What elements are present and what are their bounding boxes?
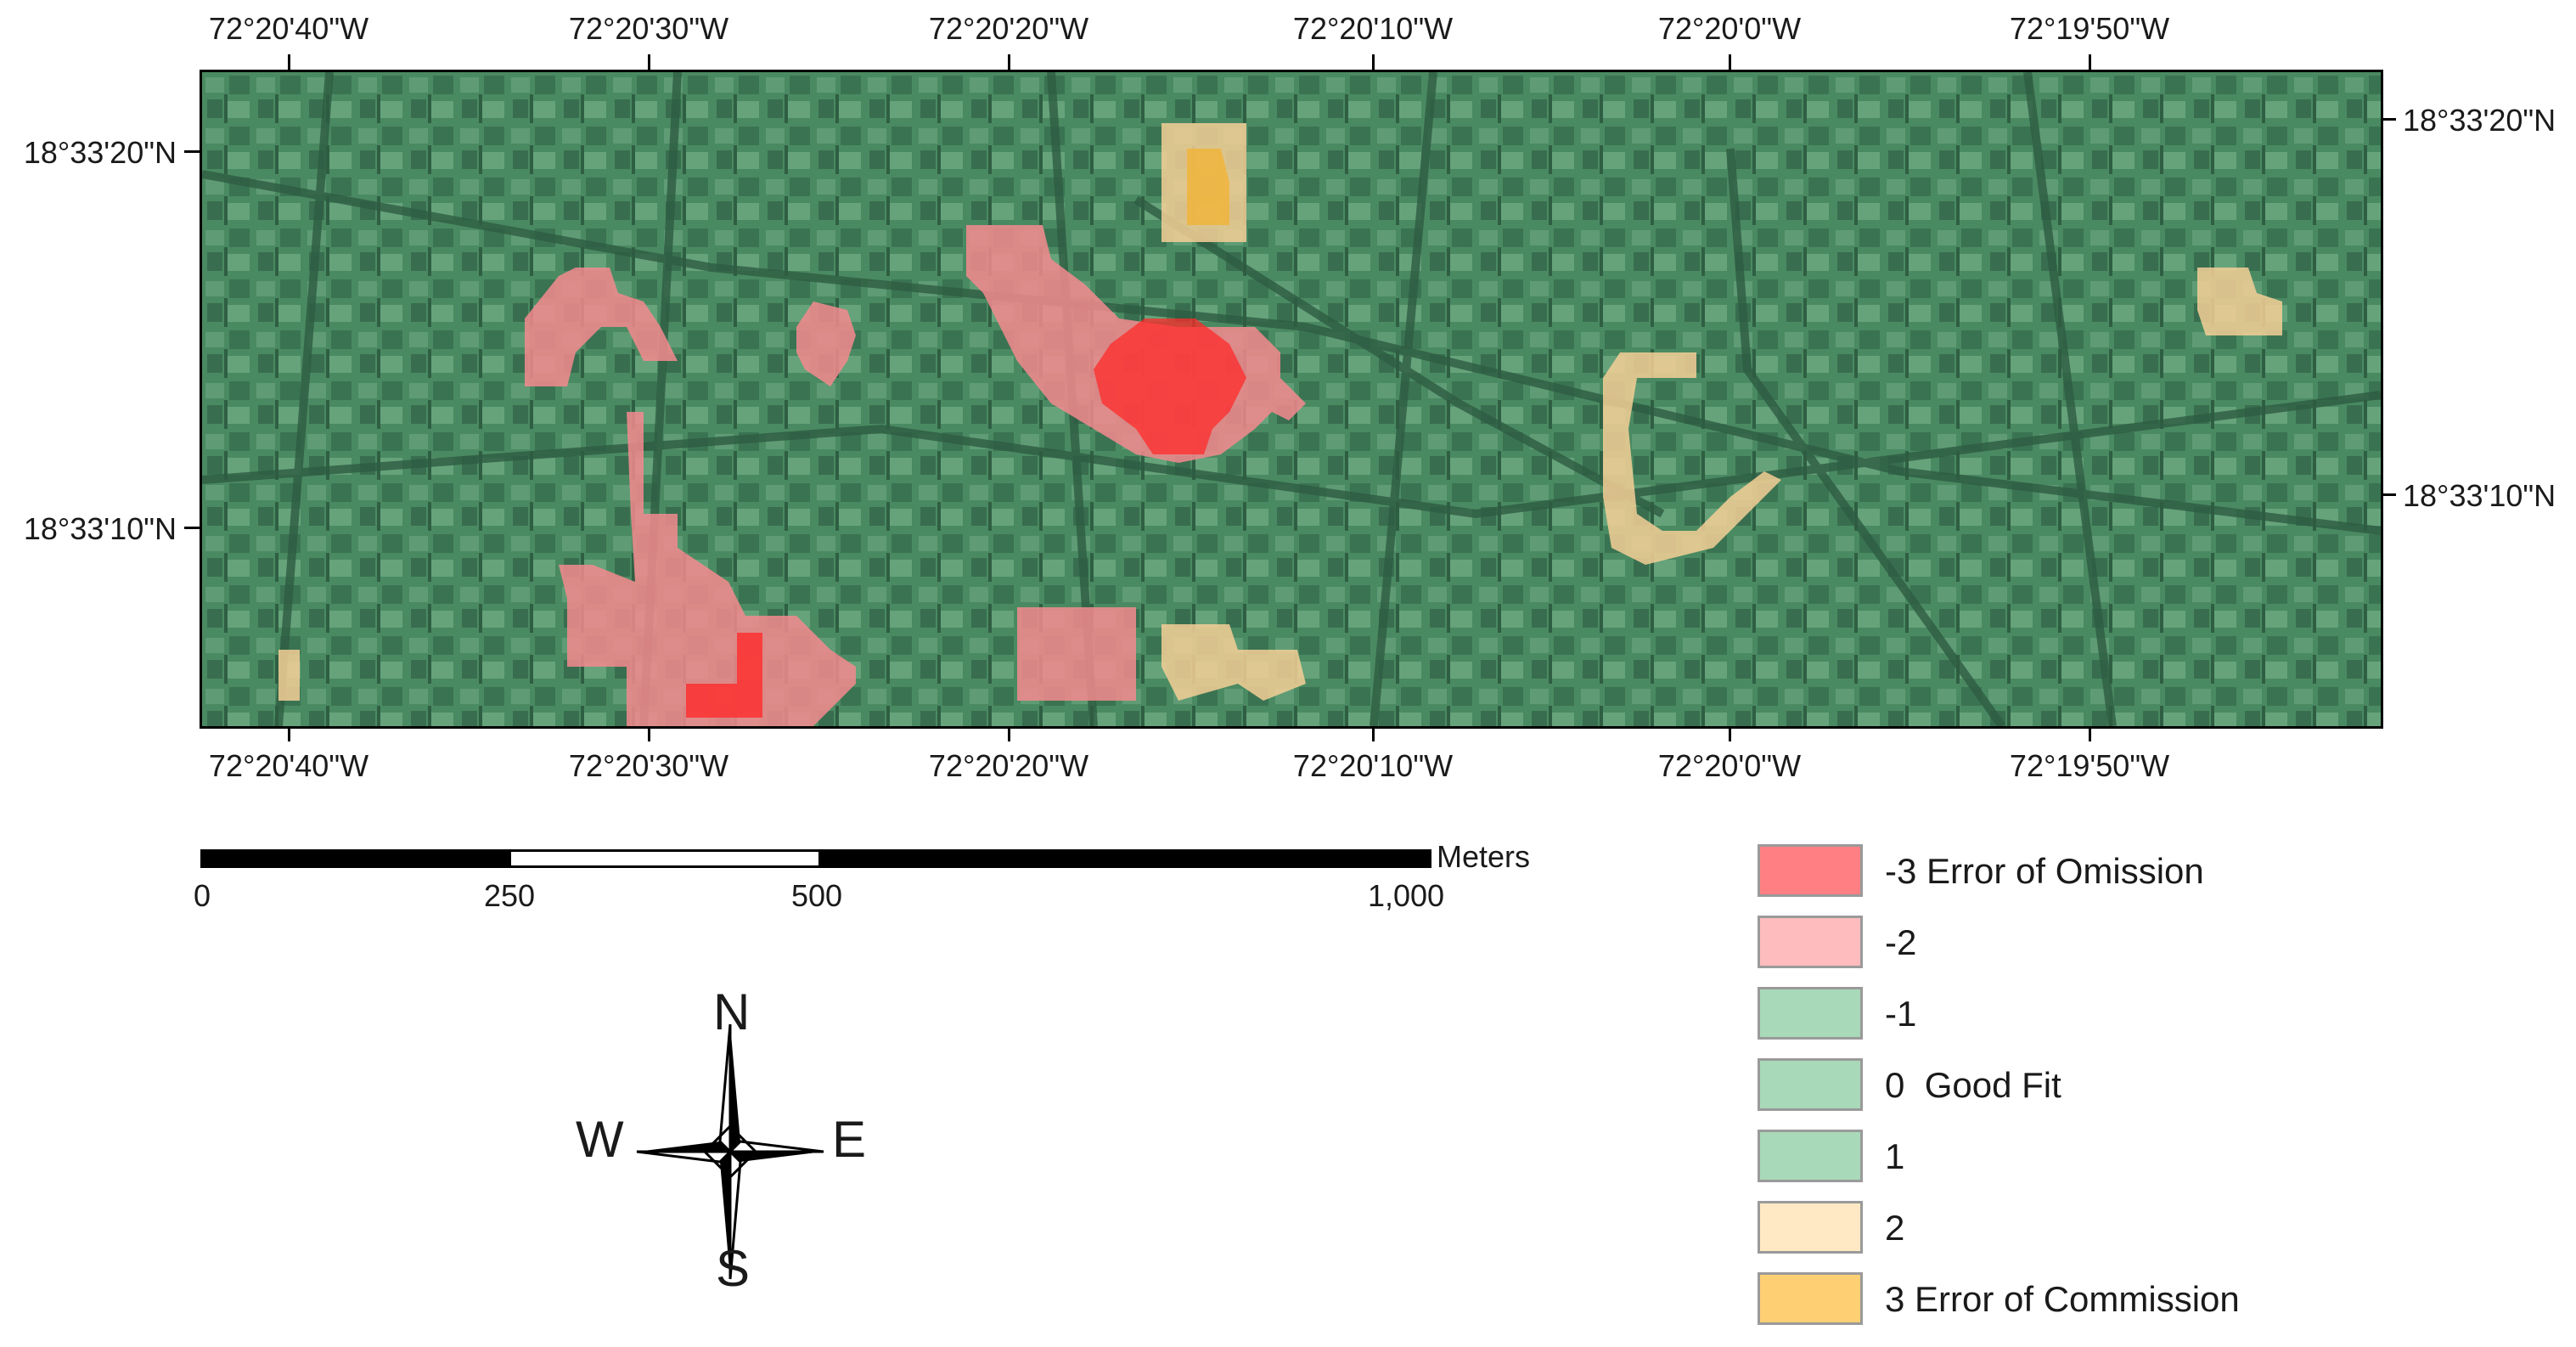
grid-tick (184, 527, 200, 529)
error-zone-minus2 (525, 268, 678, 386)
longitude-label-bottom: 72°20'40"W (208, 748, 369, 783)
compass-label-east: E (832, 1111, 867, 1168)
grid-tick (288, 726, 290, 741)
grid-tick (1008, 726, 1010, 741)
error-zone-plus2 (2197, 268, 2282, 335)
scale-bar-label: 0 (193, 878, 211, 913)
grid-tick (1372, 726, 1375, 741)
legend-item: 0 Good Fit (1758, 1055, 2352, 1114)
legend-label: 1 (1885, 1136, 1905, 1176)
legend-label: 2 (1885, 1208, 1905, 1248)
grid-tick (288, 54, 290, 70)
legend-label: -3 Error of Omission (1885, 851, 2204, 891)
legend-item: 1 (1758, 1126, 2352, 1186)
longitude-label-bottom: 72°20'20"W (928, 748, 1089, 783)
error-zone-plus2 (1603, 352, 1781, 565)
longitude-label-top: 72°20'10"W (1292, 11, 1454, 46)
compass-label-west: W (576, 1111, 624, 1168)
compass-rose-icon (636, 1023, 824, 1280)
error-zone-minus3 (686, 633, 762, 718)
legend-item: -2 (1758, 912, 2352, 972)
grid-tick (648, 54, 650, 70)
legend-item: 2 (1758, 1198, 2352, 1257)
longitude-label-top: 72°20'20"W (928, 11, 1089, 46)
legend-item: -1 (1758, 983, 2352, 1043)
grid-tick (1729, 54, 1731, 70)
road-network (202, 72, 2381, 726)
error-zone-plus2 (1161, 624, 1306, 701)
grid-tick (648, 726, 650, 741)
grid-tick (2089, 54, 2091, 70)
longitude-label-top: 72°19'50"W (2009, 11, 2170, 46)
legend-swatch (1758, 1201, 1863, 1254)
compass-label-north: N (713, 983, 751, 1040)
legend-swatch (1758, 1130, 1863, 1182)
error-zone-minus2 (796, 302, 856, 386)
error-overlay (278, 123, 2282, 726)
latitude-label-left: 18°33'10"N (23, 511, 177, 546)
scale-bar-label: 500 (790, 878, 843, 913)
scale-bar-segment (511, 852, 818, 865)
grid-tick (184, 150, 200, 153)
legend-swatch (1758, 1272, 1863, 1325)
legend-swatch (1758, 1058, 1863, 1111)
grid-tick (1729, 726, 1731, 741)
latitude-label-right: 18°33'10"N (2403, 478, 2556, 513)
grid-tick (2381, 118, 2396, 121)
longitude-label-top: 72°20'40"W (208, 11, 369, 46)
legend-swatch (1758, 987, 1863, 1040)
scale-bar (200, 849, 1431, 868)
longitude-label-top: 72°20'30"W (568, 11, 729, 46)
grid-tick (2381, 493, 2396, 496)
legend-item: -3 Error of Omission (1758, 841, 2352, 900)
grid-tick (1372, 54, 1375, 70)
longitude-label-bottom: 72°20'0"W (1657, 748, 1802, 783)
error-zone-minus3 (1094, 318, 1246, 454)
longitude-label-top: 72°20'0"W (1657, 11, 1802, 46)
latitude-label-left: 18°33'20"N (23, 135, 177, 170)
latitude-label-right: 18°33'20"N (2403, 103, 2556, 138)
legend-label: -1 (1885, 994, 1917, 1034)
legend-swatch (1758, 844, 1863, 897)
scale-bar-label: 250 (483, 878, 536, 913)
error-zone-minus2 (559, 412, 856, 726)
grid-tick (2089, 726, 2091, 741)
error-zone-plus2 (278, 650, 300, 701)
legend-label: 0 Good Fit (1885, 1065, 2061, 1105)
north-arrow: N S E W (560, 985, 900, 1308)
longitude-label-bottom: 72°20'30"W (568, 748, 729, 783)
longitude-label-bottom: 72°20'10"W (1292, 748, 1454, 783)
longitude-label-bottom: 72°19'50"W (2009, 748, 2170, 783)
legend-item: 3 Error of Commission (1758, 1269, 2352, 1328)
scale-bar-segment (818, 852, 1429, 865)
legend-swatch (1758, 916, 1863, 968)
error-zone-minus2 (1017, 607, 1136, 701)
error-zone-plus3 (1187, 149, 1229, 225)
legend-label: -2 (1885, 922, 1917, 962)
scale-bar-label: 1,000 (1367, 878, 1445, 913)
map-view[interactable] (200, 70, 2383, 729)
compass-label-south: S (716, 1240, 751, 1297)
scale-bar-unit: Meters (1437, 839, 1531, 874)
map-canvas (202, 72, 2381, 726)
legend-label: 3 Error of Commission (1885, 1279, 2240, 1319)
grid-tick (1008, 54, 1010, 70)
scale-bar-segment (203, 852, 511, 865)
